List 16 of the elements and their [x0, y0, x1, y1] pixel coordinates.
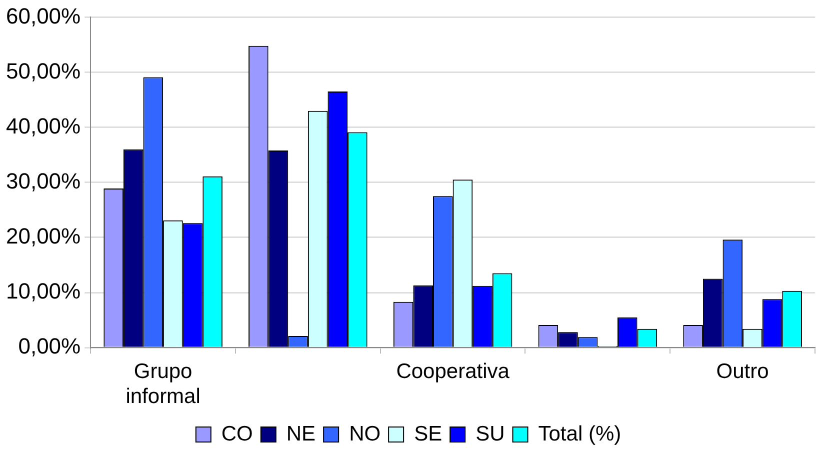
- x-tick-label: Grupo informal: [126, 360, 200, 408]
- x-tick-label: Cooperativa: [396, 360, 510, 383]
- legend-label: CO: [221, 422, 253, 446]
- y-tick-label: 0,00%: [18, 334, 81, 359]
- y-tick-label: 20,00%: [6, 224, 81, 249]
- y-tick-label: 60,00%: [6, 3, 81, 28]
- legend-label: SE: [414, 422, 442, 446]
- legend-label: NO: [349, 422, 381, 446]
- legend-label: Total (%): [538, 422, 622, 446]
- legend-label: NE: [286, 422, 316, 446]
- y-tick-label: 30,00%: [6, 168, 81, 194]
- y-tick-label: 50,00%: [6, 58, 81, 84]
- x-tick-label: Outro: [716, 360, 769, 383]
- legend-label: SU: [476, 422, 505, 446]
- y-tick-label: 40,00%: [6, 113, 81, 138]
- y-tick-label: 10,00%: [6, 278, 81, 304]
